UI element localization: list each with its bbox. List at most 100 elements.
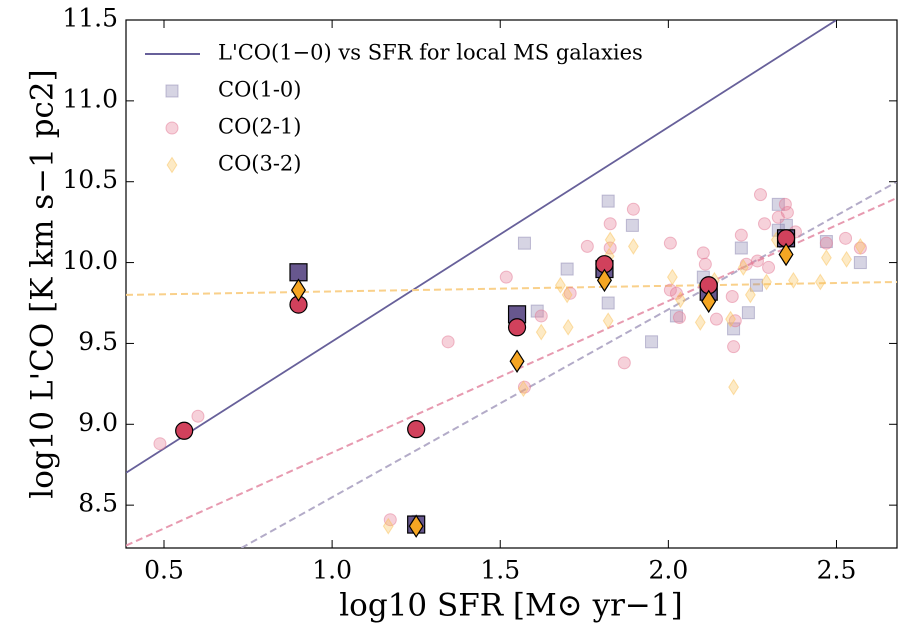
circle-marker [507, 318, 527, 337]
circle-marker [383, 513, 397, 527]
circle-marker [762, 260, 776, 274]
diamond-marker [728, 378, 739, 396]
square-marker [601, 296, 615, 310]
x-tick-label: 0.5 [144, 556, 184, 585]
circle-marker [734, 228, 748, 242]
y-tick-label: 11.5 [62, 4, 118, 33]
circle-marker [780, 205, 794, 219]
square-marker [645, 335, 659, 349]
x-tick-label: 2.0 [648, 556, 688, 585]
square-marker [289, 263, 308, 282]
diamond-marker [778, 242, 794, 267]
circle-marker [499, 270, 513, 284]
x-tick-label: 2.5 [817, 556, 857, 585]
circle-marker [839, 231, 853, 245]
square-marker [741, 306, 755, 320]
square-marker [749, 278, 763, 292]
marker-layer [153, 188, 867, 538]
diamond-marker [555, 276, 566, 294]
square-marker [625, 218, 639, 232]
x-tick-label: 1.5 [480, 556, 520, 585]
square-marker [517, 236, 531, 250]
square-marker [771, 197, 785, 211]
diamond-marker [627, 237, 639, 255]
square-marker [601, 194, 615, 208]
diamond-marker [854, 237, 866, 255]
legend-label: CO(1-0) [218, 78, 302, 102]
diamond-marker [166, 156, 178, 174]
circle-marker [727, 340, 741, 354]
circle-marker [153, 437, 167, 451]
diamond-marker [725, 310, 736, 328]
y-tick-label: 11.0 [62, 84, 118, 113]
diamond-marker [820, 249, 832, 267]
y-axis-label: log10 L'CO [K km s−1 pc2] [25, 69, 61, 498]
circle-marker [580, 239, 594, 253]
circle-marker [407, 420, 426, 439]
y-tick-label: 8.5 [78, 489, 118, 518]
square-marker [853, 256, 867, 270]
circle-marker [819, 236, 833, 250]
diamond-marker [509, 349, 525, 373]
diamond-marker [761, 273, 772, 291]
square-marker [165, 84, 179, 98]
trend-line [126, 196, 897, 547]
line-layer [126, 20, 897, 548]
square-marker [560, 262, 574, 276]
diamond-marker [535, 323, 547, 341]
circle-marker [617, 356, 631, 370]
circle-marker [709, 312, 723, 326]
y-tick-label: 10.0 [62, 246, 118, 275]
diamond-marker [745, 286, 756, 304]
diamond-marker [694, 313, 706, 331]
diamond-marker [561, 286, 573, 304]
legend-label: CO(3-2) [218, 152, 302, 176]
circle-marker [626, 202, 640, 216]
diamond-marker [841, 250, 852, 268]
circle-marker [663, 236, 677, 250]
diamond-marker [604, 231, 616, 249]
trend-line [240, 180, 897, 548]
circle-marker [698, 257, 712, 271]
y-tick-label: 9.5 [78, 327, 118, 356]
plot-frame [125, 19, 898, 549]
circle-marker [696, 246, 710, 260]
square-marker [734, 241, 748, 255]
diamond-marker [666, 268, 678, 286]
circle-marker [672, 311, 686, 325]
x-axis-label: log10 SFR [M⊙ yr−1] [339, 588, 682, 624]
diamond-marker [562, 318, 574, 336]
trend-line [126, 280, 897, 296]
legend-label: CO(2-1) [218, 115, 302, 139]
circle-marker [563, 286, 577, 300]
diamond-marker [596, 268, 612, 293]
circle-marker [663, 283, 677, 297]
circle-marker [603, 217, 617, 231]
circle-marker [191, 409, 205, 423]
diamond-marker [382, 517, 394, 535]
circle-marker [534, 309, 548, 323]
y-tick-label: 9.0 [78, 408, 118, 437]
circle-marker [750, 254, 764, 268]
diamond-marker [814, 273, 826, 291]
diamond-marker [675, 291, 686, 309]
circle-marker [441, 335, 455, 349]
diamond-marker [408, 514, 424, 538]
diamond-marker [737, 258, 749, 276]
y-tick-label: 10.5 [62, 165, 118, 194]
circle-marker [778, 197, 792, 211]
circle-marker [725, 290, 739, 304]
legend: L'CO(1−0) vs SFR for local MS galaxies CO… [145, 41, 643, 176]
circle-marker [758, 217, 772, 231]
circle-marker [165, 121, 179, 135]
diamond-marker [701, 289, 717, 314]
diamond-marker [788, 271, 799, 289]
diamond-marker [518, 380, 529, 398]
trend-line [126, 20, 837, 474]
legend-label: L'CO(1−0) vs SFR for local MS galaxies [218, 41, 643, 65]
x-tick-label: 1.0 [312, 556, 352, 585]
circle-marker [175, 421, 194, 440]
circle-marker [753, 188, 767, 202]
diamond-marker [290, 278, 307, 302]
